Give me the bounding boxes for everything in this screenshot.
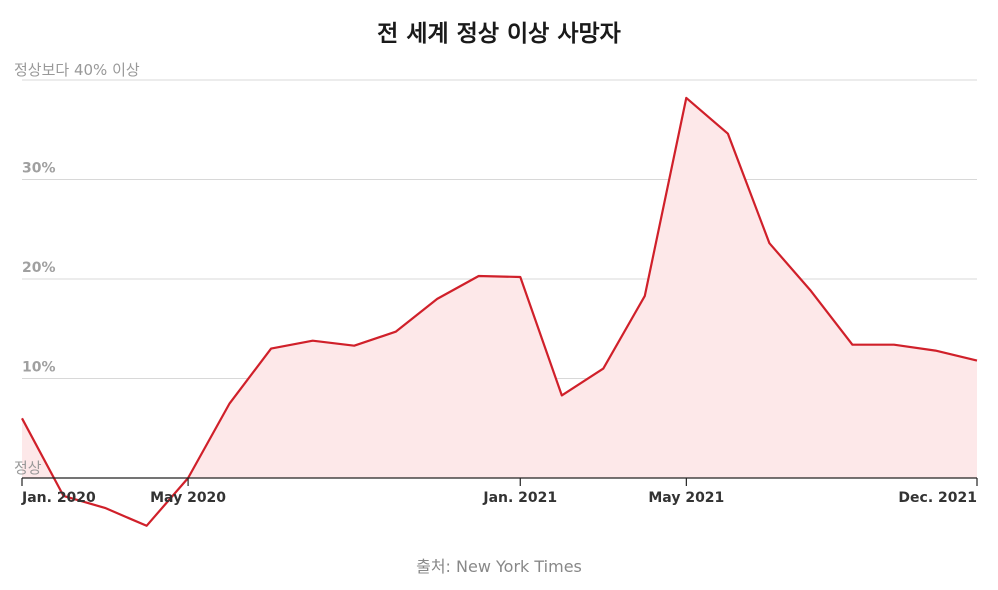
x-axis-ticks: Jan. 2020 May 2020 Jan. 2021 May 2021 Dec. 2… bbox=[21, 478, 978, 506]
x-tick-label: Jan. 2021 bbox=[482, 490, 557, 506]
y-axis-labels: 정상 10% 20% 30% 정상보다 40% 이상 bbox=[14, 61, 140, 477]
y-tick-label: 20% bbox=[22, 260, 56, 276]
x-tick-label: Jan. 2020 bbox=[21, 490, 96, 506]
y-tick-label: 30% bbox=[22, 161, 56, 177]
series-area-fill bbox=[22, 97, 977, 478]
y-tick-label: 10% bbox=[22, 360, 56, 376]
source-note: 출처: New York Times bbox=[416, 557, 582, 576]
x-tick-label: May 2020 bbox=[150, 490, 226, 506]
series-line bbox=[21, 96, 978, 527]
chart-title: 전 세계 정상 이상 사망자 bbox=[377, 21, 621, 47]
x-tick-label: May 2021 bbox=[648, 490, 724, 506]
y-tick-label: 정상보다 40% 이상 bbox=[14, 61, 140, 79]
x-tick-label: Dec. 2021 bbox=[898, 490, 977, 506]
y-tick-label: 정상 bbox=[14, 459, 42, 477]
